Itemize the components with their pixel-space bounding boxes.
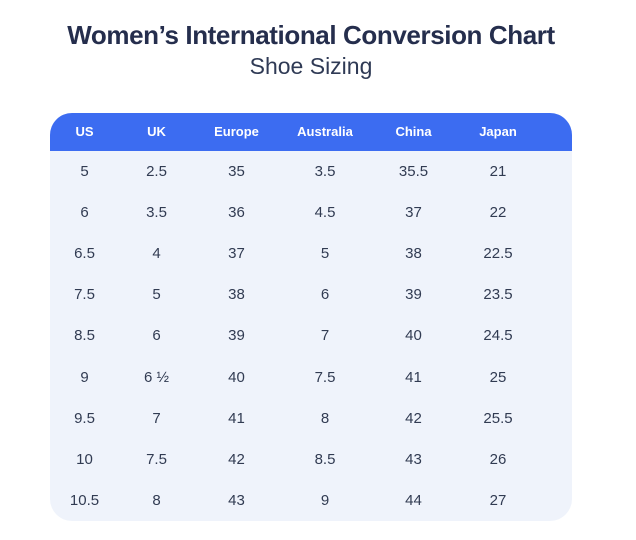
size-cell-europe: 38 <box>228 286 245 304</box>
size-cell-europe: 41 <box>228 409 245 427</box>
size-cell-japan: 25 <box>489 368 507 386</box>
size-cell-china: 43 <box>405 450 422 468</box>
size-cell-china: 42 <box>405 409 422 427</box>
size-cell-uk: 2.5 <box>146 162 167 180</box>
size-cell-japan: 23.5 <box>483 286 513 304</box>
size-cell-europe: 42 <box>228 450 245 468</box>
size-cell-australia: 8 <box>320 409 330 427</box>
size-cell-japan: 26 <box>489 450 507 468</box>
size-cell-uk: 6 <box>152 327 161 345</box>
size-cell-china: 37 <box>405 203 422 221</box>
table-row: 5 2.5 35 3.5 35.5 21 <box>50 151 572 192</box>
size-cell-uk: 5 <box>152 286 161 304</box>
size-cell-uk: 4 <box>152 245 161 263</box>
table-row: 7.5 5 38 6 39 23.5 <box>50 274 572 315</box>
table-row: 10.5 8 43 9 44 27 <box>50 480 572 521</box>
size-cell-china: 44 <box>405 492 422 510</box>
size-cell-europe: 39 <box>228 327 245 345</box>
column-header-us: US <box>75 124 94 140</box>
page-subtitle: Shoe Sizing <box>249 53 373 80</box>
conversion-table-card: US UK Europe Australia China Japan 5 2.5 35 3.5 3… <box>50 112 572 522</box>
size-cell-europe: 35 <box>228 162 245 180</box>
size-cell-australia: 7 <box>320 327 330 345</box>
page-content: Women’s International Conversion Chart S… <box>50 20 572 522</box>
size-cell-us: 6.5 <box>74 245 95 263</box>
size-cell-us: 8.5 <box>74 327 95 345</box>
size-cell-europe: 40 <box>228 368 245 386</box>
size-cell-europe: 37 <box>228 245 245 263</box>
size-cell-australia: 8.5 <box>314 450 336 468</box>
size-cell-europe: 43 <box>228 492 245 510</box>
column-header-europe: Europe <box>214 124 259 140</box>
size-cell-china: 41 <box>405 368 422 386</box>
column-header-uk: UK <box>147 124 166 140</box>
table-row: 9 6 ½ 40 7.5 41 25 <box>50 356 572 397</box>
size-cell-us: 10 <box>76 450 93 468</box>
size-cell-uk: 7.5 <box>146 450 167 468</box>
size-cell-us: 9 <box>80 368 89 386</box>
size-cell-australia: 3.5 <box>314 162 336 180</box>
column-header-australia: Australia <box>297 124 353 140</box>
size-cell-australia: 5 <box>320 245 330 263</box>
header-row: US UK Europe Australia China Japan <box>50 112 572 151</box>
size-cell-us: 10.5 <box>69 492 100 510</box>
size-cell-china: 39 <box>405 286 422 304</box>
size-cell-japan: 22.5 <box>483 245 513 263</box>
size-cell-us: 6 <box>80 203 89 221</box>
conversion-table: US UK Europe Australia China Japan 5 2.5 35 3.5 3… <box>50 112 572 522</box>
size-cell-us: 7.5 <box>74 286 95 304</box>
size-cell-china: 40 <box>405 327 422 345</box>
size-cell-china: 38 <box>405 245 422 263</box>
size-cell-europe: 36 <box>228 203 245 221</box>
size-cell-australia: 6 <box>320 286 330 304</box>
table-row: 8.5 6 39 7 40 24.5 <box>50 315 572 356</box>
size-cell-uk: 6 ½ <box>143 368 170 386</box>
table-body: 5 2.5 35 3.5 35.5 21 6 3.5 36 4.5 37 22 6.5 4 37 5 38 22.… <box>50 151 572 522</box>
size-cell-uk: 8 <box>152 492 161 510</box>
size-cell-australia: 4.5 <box>314 203 336 221</box>
size-cell-japan: 21 <box>489 162 507 180</box>
size-cell-japan: 24.5 <box>483 327 513 345</box>
table-row: 9.5 7 41 8 42 25.5 <box>50 398 572 439</box>
size-cell-us: 9.5 <box>74 409 95 427</box>
table-row: 6 3.5 36 4.5 37 22 <box>50 192 572 233</box>
table-row: 10 7.5 42 8.5 43 26 <box>50 439 572 480</box>
size-cell-japan: 25.5 <box>483 409 513 427</box>
size-cell-japan: 22 <box>489 203 507 221</box>
column-header-china: China <box>395 124 432 140</box>
size-cell-australia: 9 <box>320 492 330 510</box>
page-title: Women’s International Conversion Chart <box>67 20 555 50</box>
table-row: 6.5 4 37 5 38 22.5 <box>50 233 572 274</box>
size-cell-china: 35.5 <box>398 162 429 180</box>
size-cell-us: 5 <box>80 162 89 180</box>
size-cell-australia: 7.5 <box>314 368 336 386</box>
size-cell-japan: 27 <box>489 492 507 510</box>
size-cell-uk: 3.5 <box>146 203 167 221</box>
size-cell-uk: 7 <box>152 409 161 427</box>
column-header-japan: Japan <box>479 124 517 140</box>
